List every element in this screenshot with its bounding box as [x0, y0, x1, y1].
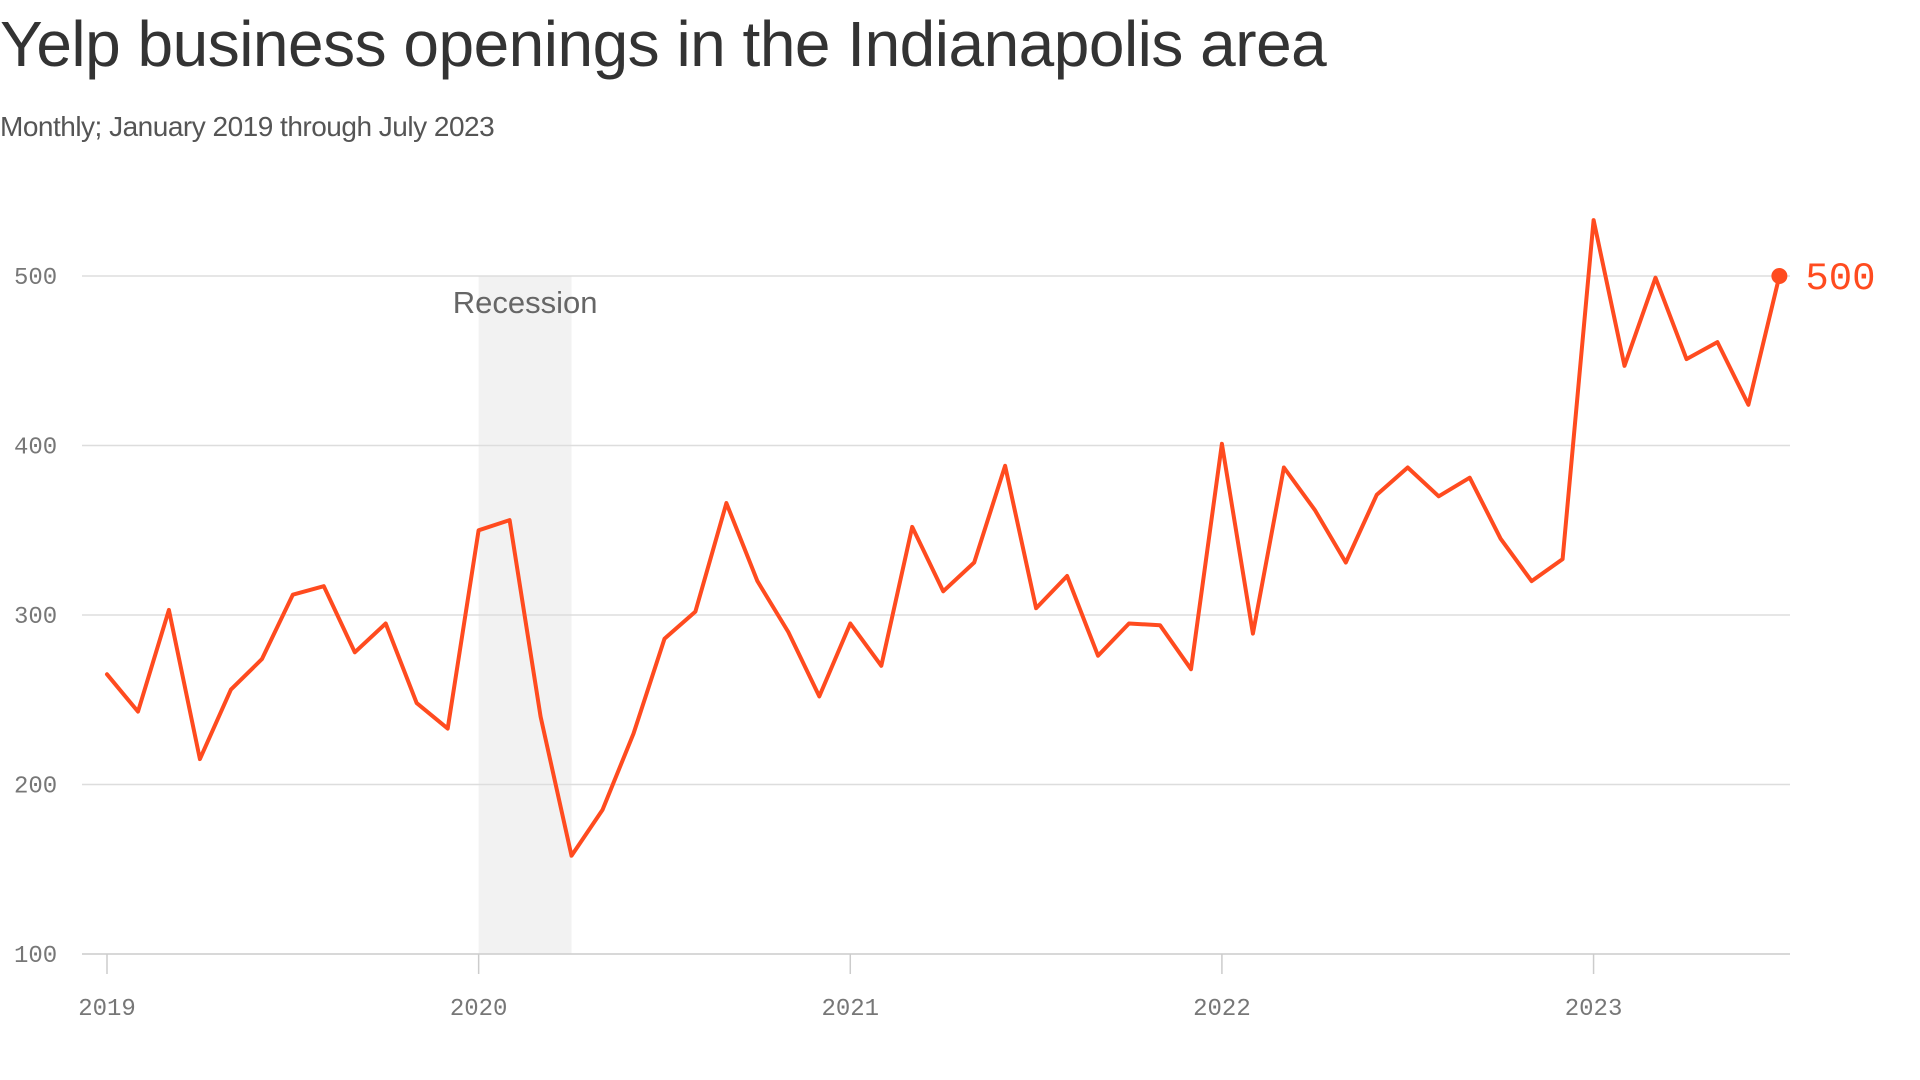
y-tick-label: 300: [14, 604, 57, 631]
y-tick-label: 200: [14, 774, 57, 801]
chart-subtitle: Monthly; January 2019 through July 2023: [0, 111, 495, 142]
x-tick-label: 2021: [821, 996, 879, 1023]
gridlines: [82, 275, 1790, 955]
y-tick-label: 500: [14, 265, 57, 292]
x-tick-label: 2019: [78, 996, 136, 1023]
end-point: [1771, 268, 1788, 284]
x-axis-ticks: 2019 2020 2021 2022 2023: [78, 954, 1622, 1023]
series-line-layer: [105, 218, 1782, 858]
series-line: [105, 218, 1782, 858]
y-tick-label: 400: [14, 435, 57, 462]
recession-label: Recession: [453, 285, 598, 320]
y-axis-ticks: 100 200 300 400 500: [14, 265, 57, 970]
chart-title: Yelp business openings in the Indianapol…: [0, 8, 1327, 80]
y-tick-label: 100: [14, 943, 57, 970]
x-tick-label: 2022: [1193, 996, 1251, 1023]
end-point-layer: 500: [1771, 257, 1876, 301]
x-tick-label: 2023: [1565, 996, 1623, 1023]
end-value-label: 500: [1805, 257, 1875, 301]
x-tick-label: 2020: [450, 996, 508, 1023]
